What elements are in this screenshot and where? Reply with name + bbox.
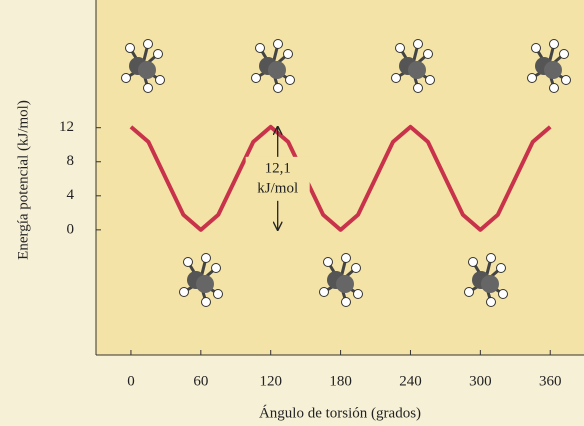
x-tick-label: 0 bbox=[127, 373, 135, 389]
y-tick-label: 8 bbox=[67, 153, 75, 169]
y-axis-label: Energía potencial (kJ/mol) bbox=[15, 100, 31, 260]
y-tick-label: 0 bbox=[67, 221, 75, 237]
y-tick-label: 4 bbox=[67, 187, 75, 203]
x-tick-label: 300 bbox=[469, 373, 492, 389]
energy-curve bbox=[129, 124, 552, 232]
annotation-bg bbox=[245, 156, 310, 201]
plot-background bbox=[96, 0, 584, 355]
x-axis-label: Ángulo de torsión (grados) bbox=[259, 404, 421, 421]
x-tick-label: 180 bbox=[329, 373, 352, 389]
x-tick-label: 120 bbox=[259, 373, 282, 389]
x-tick-label: 360 bbox=[539, 373, 562, 389]
y-tick-label: 12 bbox=[59, 119, 74, 135]
x-tick-label: 240 bbox=[399, 373, 422, 389]
annotation-text: kJ/mol bbox=[257, 180, 298, 196]
annotation-text: 12,1 bbox=[265, 160, 291, 176]
x-tick-label: 60 bbox=[193, 373, 208, 389]
